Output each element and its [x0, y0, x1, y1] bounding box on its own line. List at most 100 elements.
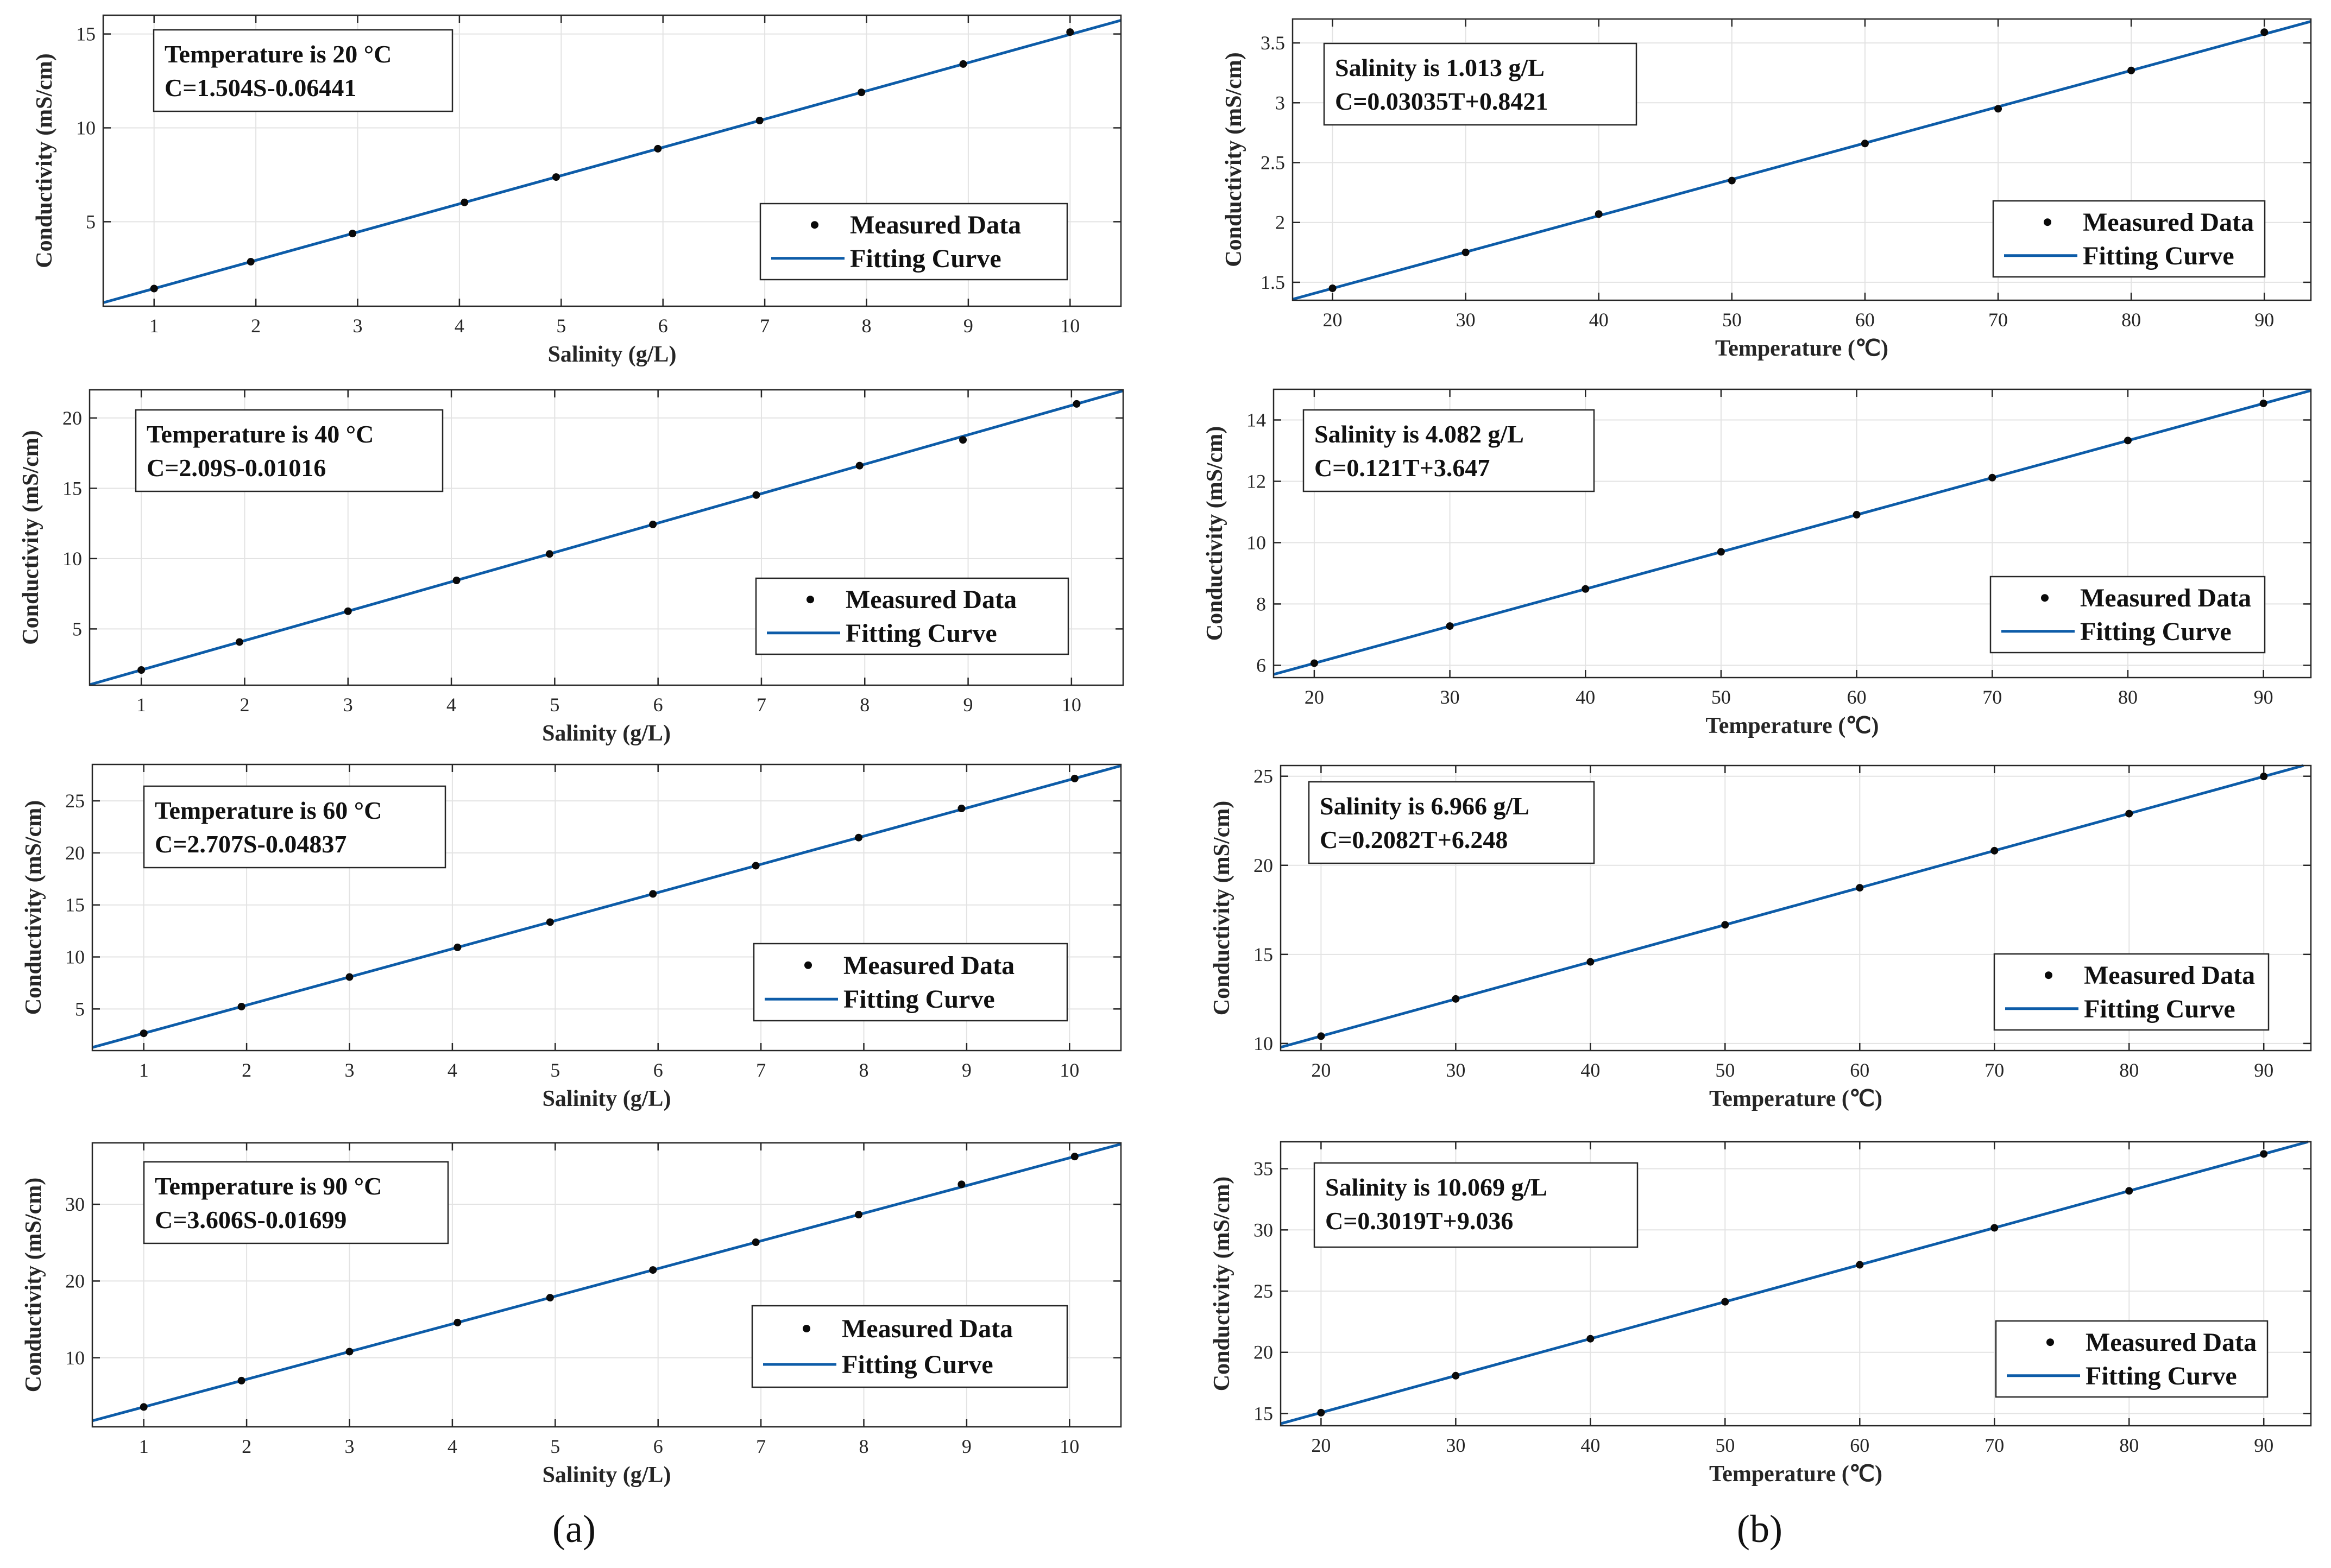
annotation-box: [1323, 42, 1637, 126]
y-axis-label: Conductivity (mS/cm): [32, 53, 57, 268]
data-point: [2125, 1187, 2133, 1195]
x-tick-label: 8: [860, 694, 870, 716]
x-tick-label: 7: [756, 1436, 766, 1457]
annotation-box: [135, 409, 444, 492]
data-point: [140, 1403, 148, 1411]
x-tick-label: 1: [139, 1436, 149, 1457]
annotation-box: [1308, 781, 1595, 864]
data-point: [649, 520, 657, 528]
legend-marker-measured: [2044, 218, 2051, 226]
chart-b2: 20 30 40 50 60 70 80 90 6 8 10 12 14 Temperature (℃) C…: [1202, 388, 2312, 738]
x-tick-label: 80: [2119, 1434, 2139, 1456]
plot-frame: [91, 763, 1122, 1052]
x-tick-label: 70: [1984, 1059, 2004, 1081]
data-point: [461, 198, 469, 206]
y-axis-label: Conductivity (mS/cm): [21, 800, 46, 1015]
x-tick-label: 7: [760, 315, 770, 337]
annotation-equation: C=3.606S-0.01699: [155, 1206, 346, 1234]
x-tick-label: 30: [1456, 309, 1476, 331]
panel-label-b: (b): [1737, 1507, 1782, 1551]
data-point: [752, 862, 760, 870]
y-tick-label: 3.5: [1261, 32, 1285, 54]
x-tick-label: 9: [963, 315, 973, 337]
x-tick-label: 10: [1062, 694, 1081, 716]
data-point: [959, 60, 967, 68]
x-tick-label: 2: [240, 694, 249, 716]
x-tick-label: 60: [1847, 686, 1867, 708]
x-tick-label: 80: [2118, 686, 2138, 708]
fitting-curve: [1280, 1140, 2309, 1425]
annotation-box: [1302, 409, 1595, 492]
chart-b3: 20 30 40 50 60 70 80 90 10 15 20 25 Temperature (℃) C…: [1209, 764, 2312, 1111]
data-point: [855, 833, 863, 842]
x-tick-label: 70: [1984, 1434, 2004, 1456]
y-tick-label: 6: [1256, 654, 1266, 676]
y-tick-label: 25: [1253, 1280, 1273, 1302]
data-point: [150, 284, 158, 293]
data-point: [137, 666, 146, 674]
data-point: [1586, 1335, 1595, 1343]
annotation-title: Temperature is 60 °C: [155, 796, 382, 824]
legend-box: [751, 1305, 1068, 1388]
plot-frame: [1292, 18, 2312, 301]
plot-frame: [89, 389, 1124, 686]
legend-marker-measured: [804, 961, 812, 969]
x-tick-label: 40: [1580, 1059, 1600, 1081]
legend-label-measured: Measured Data: [842, 1314, 1013, 1343]
data-point: [855, 1211, 863, 1219]
x-tick-label: 1: [139, 1059, 149, 1081]
legend-box: [1995, 1320, 2269, 1398]
x-axis-label: Temperature (℃): [1709, 1462, 1882, 1487]
plot-frame: [1280, 764, 2312, 1052]
y-tick-label: 10: [65, 1347, 85, 1369]
data-point: [1452, 1371, 1460, 1380]
data-point: [1721, 921, 1729, 929]
legend-label-fitting: Fitting Curve: [2084, 995, 2235, 1023]
legend-label-fitting: Fitting Curve: [850, 244, 1001, 273]
data-point: [349, 230, 357, 238]
data-point: [2260, 773, 2268, 781]
data-point: [755, 116, 764, 124]
y-tick-label: 15: [76, 23, 96, 45]
y-tick-label: 20: [65, 1270, 85, 1292]
x-tick-label: 90: [2254, 309, 2274, 331]
y-tick-label: 15: [65, 894, 85, 916]
x-tick-label: 10: [1060, 1059, 1079, 1081]
data-point: [237, 1002, 245, 1010]
data-point: [1586, 958, 1595, 966]
data-point: [453, 943, 462, 951]
data-point: [2260, 1150, 2268, 1158]
data-point: [1721, 1298, 1729, 1306]
data-point: [546, 918, 554, 926]
data-point: [1856, 884, 1864, 892]
legend-marker-measured: [803, 1325, 810, 1332]
chart-b1: 20 30 40 50 60 70 80 90 1.5 2 2.5 3 3.5 Temperature (…: [1221, 18, 2312, 361]
x-axis-label: Salinity (g/L): [548, 342, 677, 367]
y-tick-label: 25: [1253, 766, 1273, 787]
data-point: [345, 973, 354, 981]
data-point: [752, 1238, 760, 1247]
data-point: [2260, 28, 2269, 36]
annotation-equation: C=2.707S-0.04837: [155, 830, 346, 858]
legend-label-fitting: Fitting Curve: [846, 619, 997, 648]
chart-a3: 1 2 3 4 5 6 7 8 9 10 5 10 15 20 25 Salinity (g/L) Conduc…: [21, 763, 1122, 1111]
y-tick-label: 10: [65, 946, 85, 968]
data-point: [345, 1348, 354, 1356]
data-point: [1070, 1153, 1079, 1161]
data-point: [959, 436, 967, 444]
data-point: [235, 638, 243, 646]
fitting-curve: [103, 19, 1122, 304]
x-tick-label: 40: [1589, 309, 1609, 331]
x-tick-label: 9: [963, 694, 973, 716]
x-tick-label: 3: [353, 315, 363, 337]
y-tick-label: 15: [1253, 1402, 1273, 1424]
chart-b4: 20 30 40 50 60 70 80 90 15 20 25 30 35 Temperature (℃…: [1209, 1140, 2312, 1487]
y-axis-label: Conductivity (mS/cm): [21, 1178, 46, 1392]
legend-label-fitting: Fitting Curve: [842, 1350, 993, 1379]
legend-label-measured: Measured Data: [850, 211, 1021, 239]
legend-marker-measured: [2045, 971, 2052, 979]
plot-frame: [1280, 1141, 2312, 1427]
data-point: [1582, 585, 1590, 593]
data-point: [1717, 548, 1725, 556]
x-tick-label: 4: [446, 694, 456, 716]
